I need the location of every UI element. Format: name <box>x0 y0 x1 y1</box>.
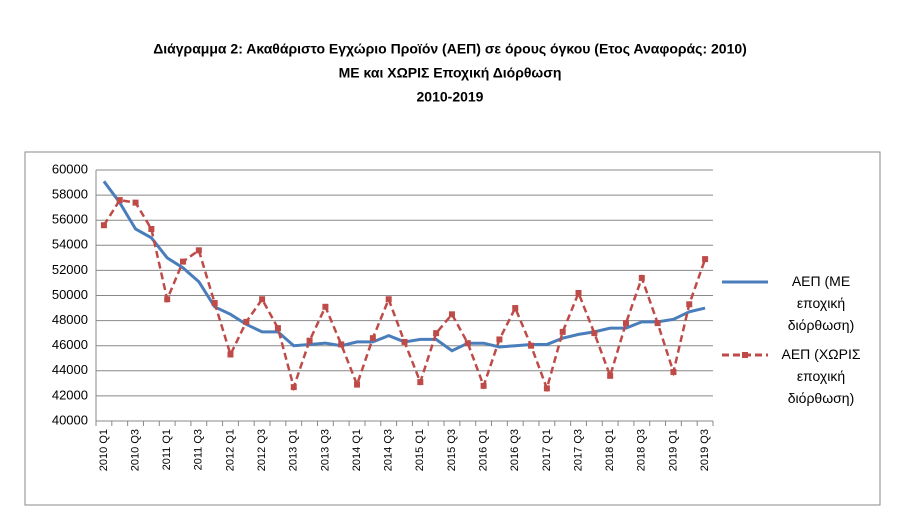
marker <box>638 274 645 281</box>
y-tick-label: 50000 <box>52 287 88 302</box>
marker <box>686 301 693 308</box>
marker <box>354 381 361 388</box>
marker <box>464 340 471 347</box>
x-tick-label: 2018 Q3 <box>636 429 648 471</box>
x-tick-label: 2012 Q3 <box>256 429 268 471</box>
y-tick-label: 56000 <box>52 212 88 227</box>
y-tick-label: 40000 <box>52 412 88 427</box>
y-tick-label: 46000 <box>52 337 88 352</box>
marker <box>417 379 424 386</box>
x-tick-label: 2010 Q1 <box>98 429 110 471</box>
x-tick-label: 2011 Q3 <box>193 429 205 470</box>
marker <box>274 325 281 332</box>
marker <box>401 338 408 345</box>
x-tick-label: 2017 Q1 <box>541 429 553 471</box>
x-tick-label: 2016 Q1 <box>478 429 490 471</box>
x-tick-label: 2015 Q3 <box>446 429 458 471</box>
chart-frame <box>24 151 881 506</box>
x-tick-label: 2014 Q3 <box>383 429 395 471</box>
y-tick-label: 48000 <box>52 312 88 327</box>
x-tick-label: 2019 Q3 <box>699 429 711 471</box>
marker <box>591 330 598 337</box>
x-tick-label: 2012 Q1 <box>224 429 236 471</box>
marker <box>148 225 155 232</box>
marker <box>243 318 250 325</box>
marker <box>385 296 392 303</box>
marker <box>433 330 440 337</box>
marker <box>227 351 234 358</box>
chart-title: Διάγραμμα 2: Ακαθάριστο Εγχώριο Προϊόν (… <box>153 41 747 57</box>
marker <box>702 256 709 263</box>
marker <box>290 384 297 391</box>
marker <box>306 337 313 344</box>
x-tick-label: 2019 Q1 <box>667 429 679 471</box>
chart-title: ΜΕ και ΧΩΡΙΣ Εποχική Διόρθωση <box>339 65 562 81</box>
x-tick-label: 2014 Q1 <box>351 429 363 471</box>
marker <box>448 311 455 318</box>
marker <box>116 197 123 204</box>
x-tick-label: 2017 Q3 <box>572 429 584 471</box>
marker <box>575 289 582 296</box>
marker <box>322 303 329 310</box>
legend-label: ΑΕΠ (ΧΩΡΙΣ εποχική διόρθωση) <box>781 346 861 406</box>
marker <box>607 372 614 379</box>
chart-title: 2010-2019 <box>417 89 484 105</box>
marker <box>259 296 266 303</box>
marker <box>180 258 187 265</box>
x-tick-label: 2011 Q1 <box>161 429 173 470</box>
marker <box>622 320 629 327</box>
x-tick-label: 2010 Q3 <box>129 429 141 471</box>
marker <box>559 328 566 335</box>
x-tick-label: 2015 Q1 <box>414 429 426 471</box>
x-tick-label: 2018 Q1 <box>604 429 616 471</box>
marker <box>512 305 519 312</box>
x-tick-label: 2016 Q3 <box>509 429 521 471</box>
y-tick-label: 60000 <box>52 161 88 176</box>
y-tick-label: 52000 <box>52 262 88 277</box>
marker <box>211 300 218 307</box>
marker <box>496 336 503 343</box>
x-tick-label: 2013 Q1 <box>288 429 300 471</box>
marker <box>670 369 677 376</box>
marker <box>654 320 661 327</box>
x-tick-label: 2013 Q3 <box>319 429 331 471</box>
y-tick-label: 42000 <box>52 387 88 402</box>
marker <box>338 341 345 348</box>
marker <box>369 335 376 342</box>
marker <box>164 296 171 303</box>
y-tick-label: 44000 <box>52 362 88 377</box>
marker <box>543 385 550 392</box>
marker <box>100 222 107 229</box>
legend-swatch <box>742 352 748 358</box>
marker <box>132 199 139 206</box>
marker <box>528 342 535 349</box>
y-tick-label: 58000 <box>52 187 88 202</box>
y-tick-label: 54000 <box>52 237 88 252</box>
marker <box>195 247 202 254</box>
marker <box>480 382 487 389</box>
legend-label: ΑΕΠ (ΜΕ εποχική διόρθωση) <box>787 273 855 333</box>
